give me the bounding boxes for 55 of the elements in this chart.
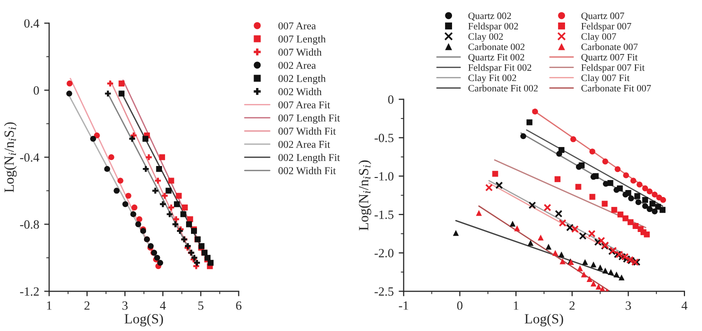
- y-tick-label: -0.5: [374, 134, 394, 142]
- y-tick-label: -1.0: [374, 172, 394, 181]
- legend-label: Carbonate Fit 007: [581, 84, 651, 92]
- x-tick-label: -1: [398, 301, 408, 310]
- x-tick-label: 3: [122, 301, 128, 310]
- x-tick-label: 0: [457, 301, 462, 310]
- x-tick-label: 1: [47, 301, 52, 310]
- legend-label: 002 Length: [278, 74, 326, 84]
- x-tick-label: 4: [160, 301, 166, 310]
- legend-label: Feldspar 007 Fit: [581, 64, 645, 73]
- legend-label: 002 Area: [278, 62, 316, 69]
- legend-label: Clay 007: [581, 32, 616, 42]
- x-axis-title: Log(S): [124, 314, 163, 326]
- x-tick-label: 2: [84, 301, 90, 310]
- legend-label: Clay 007 Fit: [581, 74, 630, 84]
- legend-label: Quartz Fit 002: [468, 54, 524, 62]
- y-tick-label: -1.5: [374, 210, 394, 220]
- legend-label: Quartz 007 Fit: [581, 54, 638, 62]
- legend-label: 002 Width: [278, 88, 322, 96]
- x-tick-label: 3: [626, 301, 631, 310]
- y-tick-label: 0: [34, 86, 39, 95]
- legend-label: 002 Area Fit: [278, 140, 330, 148]
- legend-label: Feldspar 007: [581, 22, 632, 32]
- legend-label: Feldspar 002: [468, 22, 518, 32]
- legend-label: Quartz 007: [581, 12, 624, 21]
- x-tick-label: 5: [198, 301, 204, 310]
- legend-label: 002 Width Fit: [278, 166, 336, 174]
- legend-label: 007 Width Fit: [278, 127, 336, 135]
- y-tick-label: -2.5: [374, 287, 394, 296]
- legend-label: Carbonate 002: [468, 43, 524, 50]
- legend-label: Clay 002: [468, 32, 503, 42]
- y-tick-label: -2.0: [374, 248, 394, 258]
- legend-label: Carbonate 007: [581, 43, 638, 50]
- x-tick-label: 6: [236, 301, 242, 310]
- y-tick-label: -1.2: [20, 287, 39, 296]
- x-tick-label: 4: [682, 301, 688, 310]
- legend-label: 007 Width: [278, 48, 322, 56]
- legend-label: Feldspar Fit 002: [468, 64, 532, 73]
- y-tick-label: 0: [388, 95, 394, 104]
- legend-label: Clay Fit 002: [468, 74, 516, 84]
- legend-label: 002 Length Fit: [278, 154, 340, 164]
- y-axis-title: Log(N$_{i}$/n$_{i}$S$_{i}$): [358, 160, 372, 230]
- x-tick-label: 2: [570, 301, 575, 310]
- legend-label: 007 Length Fit: [278, 114, 340, 124]
- y-axis-title: Log(N$_{i}$/n$_{i}$S$_{i}$): [4, 122, 17, 192]
- y-tick-label: -0.8: [20, 220, 39, 229]
- y-tick-label: -0.4: [20, 153, 40, 162]
- x-axis-title: Log(S): [524, 314, 564, 326]
- legend-label: 007 Area Fit: [278, 101, 330, 108]
- legend-label: 007 Length: [278, 35, 326, 45]
- y-tick-label: 0.4: [24, 19, 40, 28]
- x-tick-label: 1: [514, 301, 518, 310]
- legend-label: 007 Area: [278, 22, 316, 30]
- legend-label: Quartz 002: [468, 12, 511, 21]
- legend-label: Carbonate Fit 002: [468, 84, 538, 92]
